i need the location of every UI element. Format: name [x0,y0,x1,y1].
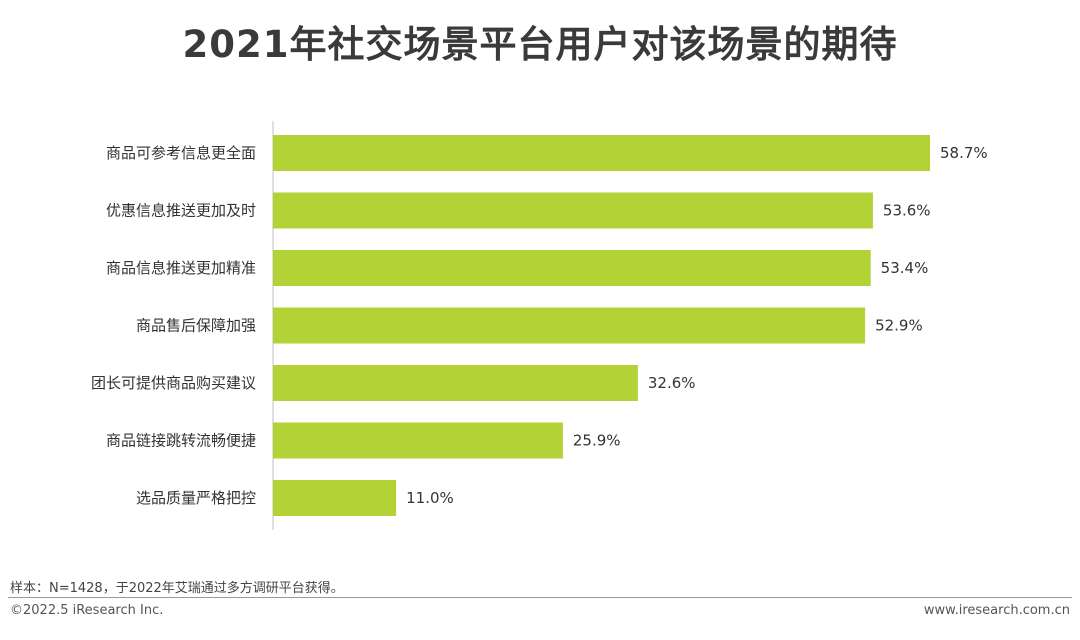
footer-divider [8,597,1072,598]
category-label: 团长可提供商品购买建议 [91,374,256,392]
category-label: 商品链接跳转流畅便捷 [106,432,256,450]
bar [273,480,397,516]
data-label: 52.9% [875,317,923,335]
bar [273,365,638,401]
bar [273,250,871,286]
sample-footnote: 样本：N=1428，于2022年艾瑞通过多方调研平台获得。 [10,581,344,596]
data-label: 53.4% [881,259,929,277]
bar [273,192,873,229]
category-label: 优惠信息推送更加及时 [106,202,256,220]
category-label: 选品质量严格把控 [136,489,256,507]
category-label: 商品售后保障加强 [136,317,256,335]
data-label: 32.6% [648,374,696,392]
bar [273,422,563,459]
bar [273,135,930,171]
bar [273,307,866,344]
category-label: 商品可参考信息更全面 [106,144,256,162]
category-label: 商品信息推送更加精准 [106,259,256,277]
chart-title: 2021年社交场景平台用户对该场景的期待 [182,23,898,66]
data-label: 11.0% [406,489,454,507]
bar-chart: 商品可参考信息更全面 58.7% 优惠信息推送更加及时 53.6% 商品信息推送更加精准… [91,121,988,530]
data-label: 53.6% [883,202,931,220]
copyright-text: ©2022.5 iResearch Inc. [10,603,164,618]
data-label: 25.9% [573,432,621,450]
data-label: 58.7% [940,144,988,162]
website-link[interactable]: www.iresearch.com.cn [923,603,1070,618]
